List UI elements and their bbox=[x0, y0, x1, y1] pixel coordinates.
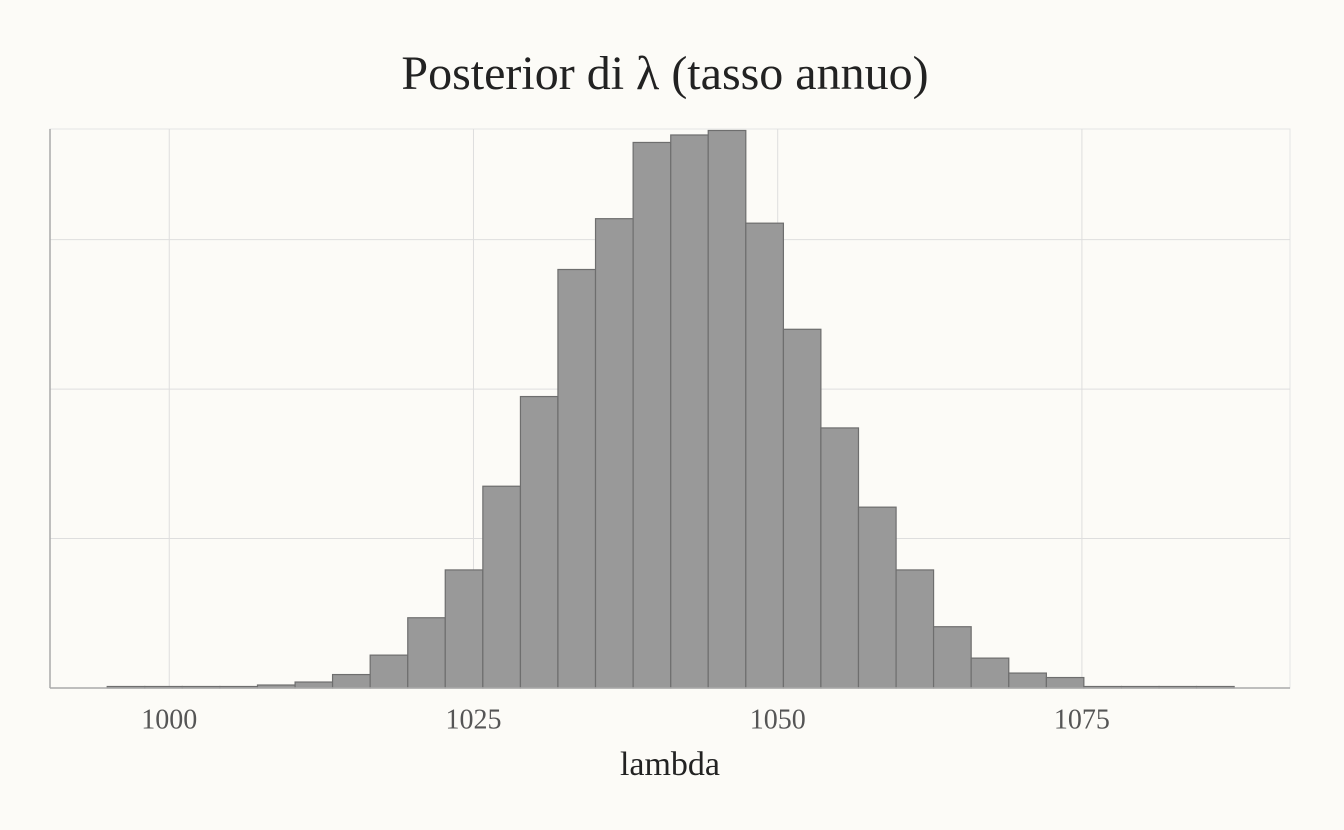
bar bbox=[782, 328, 822, 689]
x-axis-label: lambda bbox=[620, 746, 720, 783]
x-tick-label: 1025 bbox=[445, 704, 501, 735]
bar bbox=[1045, 676, 1085, 689]
bar bbox=[932, 626, 972, 689]
bar bbox=[294, 681, 334, 689]
bar bbox=[970, 657, 1010, 689]
bar bbox=[895, 569, 935, 689]
chart-title: Posterior di λ (tasso annuo) bbox=[401, 47, 928, 100]
bar bbox=[519, 395, 559, 689]
bar bbox=[745, 222, 785, 689]
bar bbox=[857, 506, 897, 689]
bar bbox=[482, 485, 522, 689]
x-tick-label: 1050 bbox=[750, 704, 806, 735]
bar bbox=[820, 427, 860, 689]
bar bbox=[1008, 672, 1047, 689]
bar bbox=[444, 569, 484, 689]
bar bbox=[369, 654, 409, 689]
bar bbox=[670, 134, 709, 689]
bar bbox=[632, 141, 672, 689]
bar bbox=[557, 268, 597, 689]
bar bbox=[407, 617, 446, 689]
bar bbox=[594, 218, 634, 689]
x-tick-label: 1000 bbox=[141, 704, 197, 735]
bar bbox=[707, 129, 747, 689]
x-tick-label: 1075 bbox=[1054, 704, 1110, 735]
bar bbox=[331, 673, 371, 689]
